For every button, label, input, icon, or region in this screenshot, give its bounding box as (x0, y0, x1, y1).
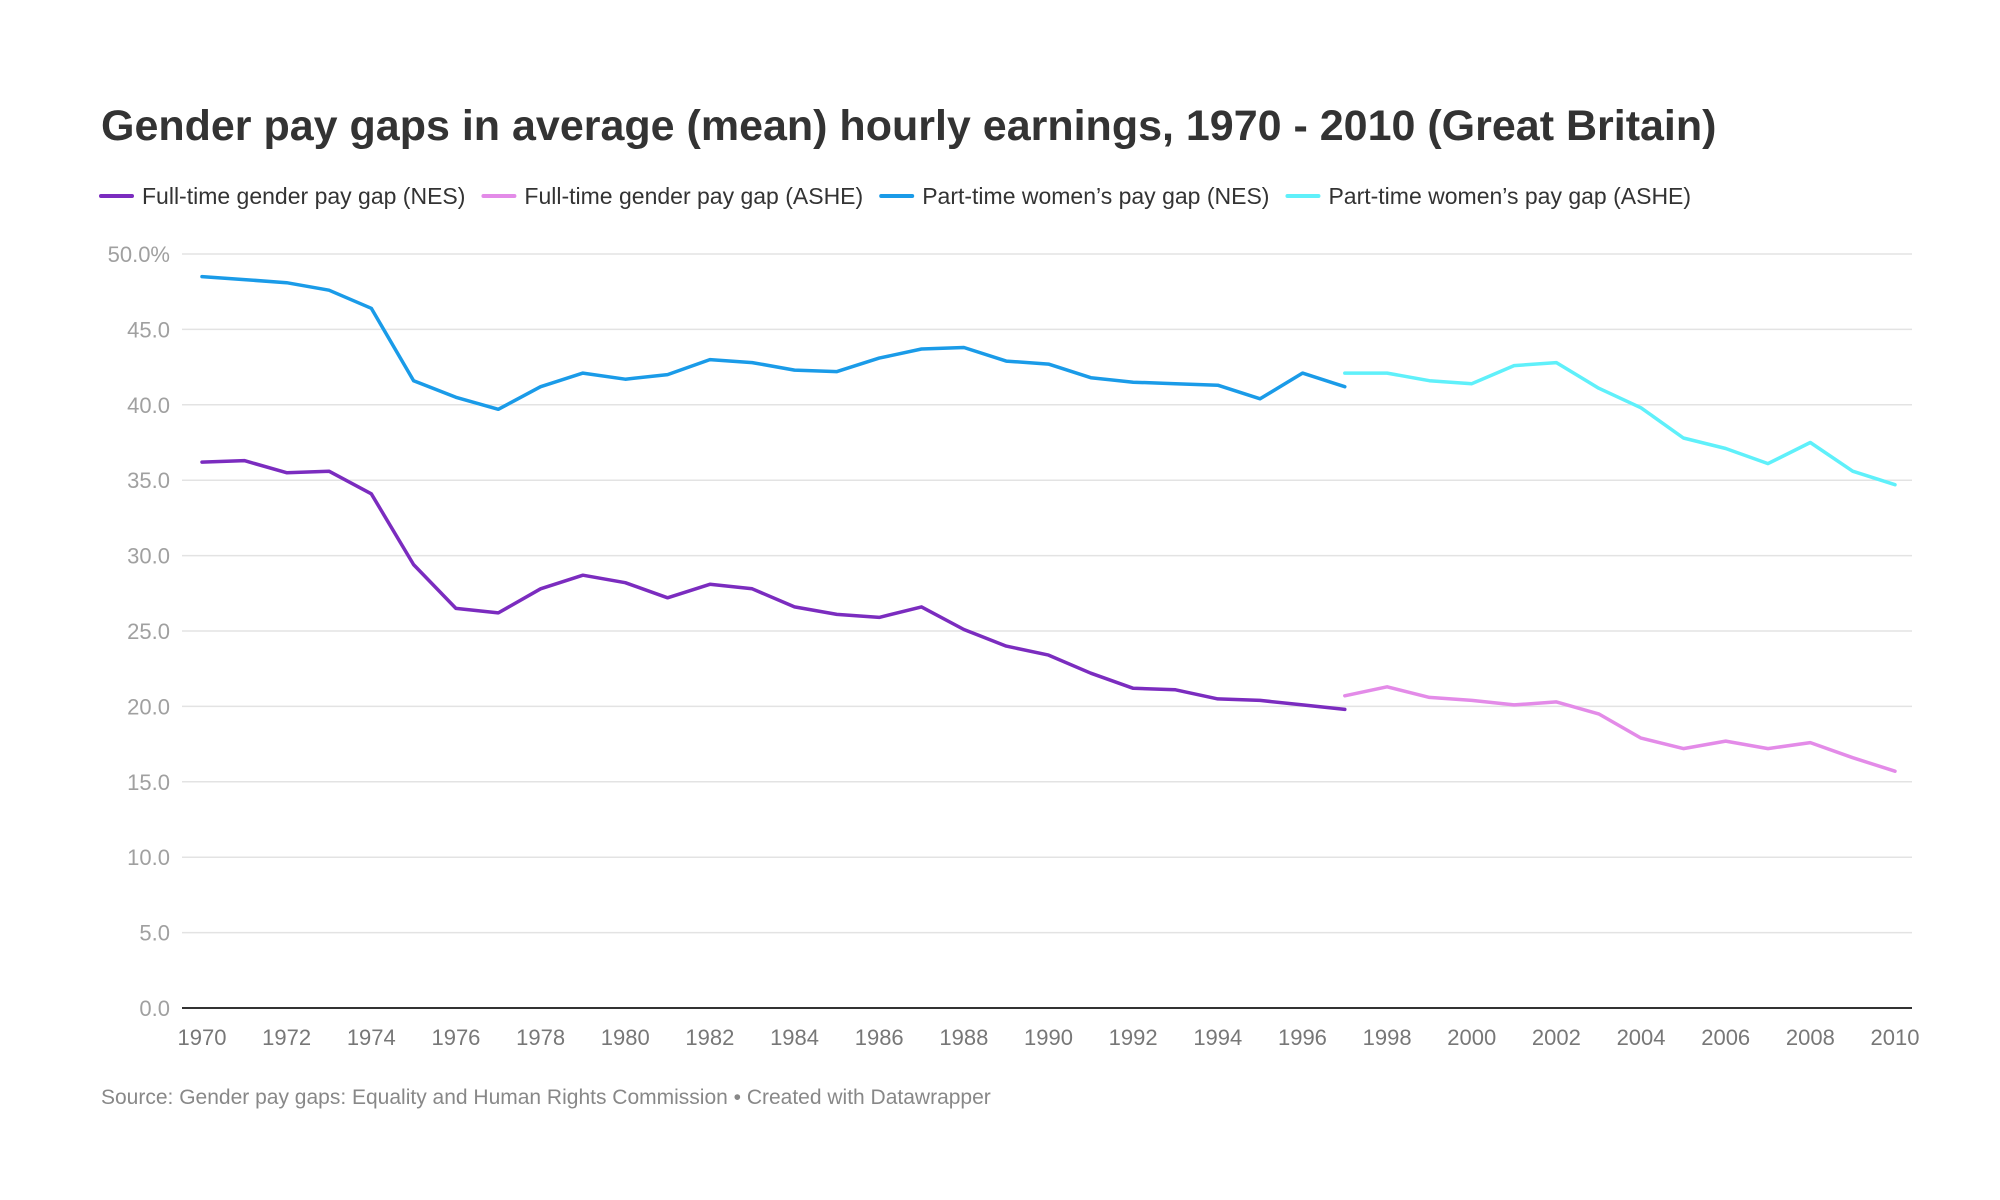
legend-label: Full-time gender pay gap (NES) (142, 183, 465, 209)
series-lines (200, 274, 1897, 773)
y-tick-label: 30.0 (127, 544, 170, 569)
x-tick-label: 2000 (1447, 1025, 1496, 1050)
x-tick-label: 1974 (347, 1025, 396, 1050)
y-axis: 50.0% 45.0 40.0 35.0 30.0 25.0 20.0 15.0 10.0 5.0… (108, 242, 1912, 1021)
x-tick-label: 2008 (1786, 1025, 1835, 1050)
series-line-part-time-women-s-pay-gap-nes (200, 274, 1347, 412)
x-tick-label: 2006 (1701, 1025, 1750, 1050)
x-tick-label: 2004 (1617, 1025, 1666, 1050)
x-tick-label: 1980 (601, 1025, 650, 1050)
x-tick-label: 1986 (855, 1025, 904, 1050)
source-note: Source: Gender pay gaps: Equality and Hu… (101, 1086, 991, 1109)
y-tick-label: 50.0% (108, 242, 170, 267)
y-tick-label: 40.0 (127, 393, 170, 418)
y-tick-label: 35.0 (127, 468, 170, 493)
x-tick-label: 1978 (516, 1025, 565, 1050)
x-tick-label: 1970 (178, 1025, 227, 1050)
x-tick-label: 2010 (1871, 1025, 1920, 1050)
x-tick-label: 1994 (1193, 1025, 1242, 1050)
y-tick-label: 20.0 (127, 694, 170, 719)
x-tick-label: 1976 (431, 1025, 480, 1050)
series-line-full-time-gender-pay-gap-nes (200, 458, 1347, 712)
chart-title: Gender pay gaps in average (mean) hourly… (101, 102, 1716, 150)
x-tick-label: 2002 (1532, 1025, 1581, 1050)
legend-label: Part-time women’s pay gap (ASHE) (1328, 183, 1691, 209)
x-tick-label: 1992 (1109, 1025, 1158, 1050)
y-tick-label: 5.0 (139, 921, 170, 946)
x-tick-label: 1996 (1278, 1025, 1327, 1050)
legend: Full-time gender pay gap (NES) Full-time … (99, 183, 1691, 209)
y-tick-label: 0.0 (139, 996, 170, 1021)
grid (182, 253, 1912, 934)
x-tick-label: 1990 (1024, 1025, 1073, 1050)
y-tick-label: 10.0 (127, 845, 170, 870)
legend-label: Full-time gender pay gap (ASHE) (524, 183, 863, 209)
series-line-full-time-gender-pay-gap-ashe (1343, 685, 1897, 773)
x-tick-label: 1998 (1363, 1025, 1412, 1050)
series-line-part-time-women-s-pay-gap-ashe (1343, 360, 1897, 487)
x-axis: 1970 1972 1974 1976 1978 1980 1982 1984 1986 1988… (178, 1025, 1920, 1050)
y-tick-label: 25.0 (127, 619, 170, 644)
x-tick-label: 1988 (939, 1025, 988, 1050)
y-tick-label: 45.0 (127, 317, 170, 342)
legend-label: Part-time women’s pay gap (NES) (922, 183, 1269, 209)
x-tick-label: 1984 (770, 1025, 819, 1050)
y-tick-label: 15.0 (127, 770, 170, 795)
x-tick-label: 1982 (685, 1025, 734, 1050)
x-tick-label: 1972 (262, 1025, 311, 1050)
